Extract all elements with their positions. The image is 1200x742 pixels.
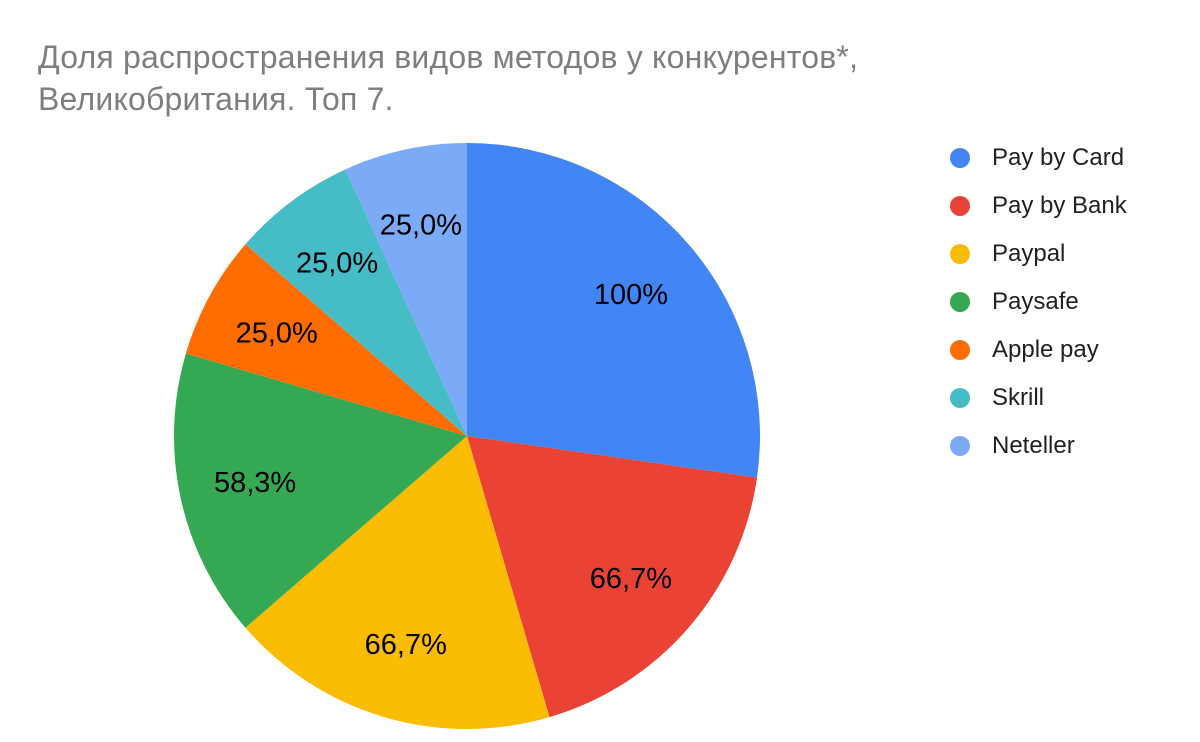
- legend-item-pay-by-bank[interactable]: Pay by Bank: [950, 182, 1127, 230]
- legend-swatch-skrill-icon: [950, 388, 970, 408]
- legend-label-apple-pay: Apple pay: [992, 336, 1099, 363]
- pie-slice-neteller[interactable]: [345, 143, 467, 436]
- pie-slice-paypal[interactable]: [245, 436, 550, 730]
- legend-swatch-neteller-icon: [950, 436, 970, 456]
- legend-label-pay-by-bank: Pay by Bank: [992, 192, 1127, 219]
- pie-slice-skrill[interactable]: [245, 169, 467, 436]
- pie-slice-paysafe[interactable]: [174, 353, 468, 628]
- legend-item-skrill[interactable]: Skrill: [950, 374, 1127, 422]
- legend-swatch-pay-by-card-icon: [950, 148, 970, 168]
- pie-slice-apple-pay[interactable]: [185, 244, 467, 436]
- legend-swatch-apple-pay-icon: [950, 340, 970, 360]
- chart-title-line1: Доля распространения видов методов у кон…: [38, 39, 859, 75]
- legend-item-paypal[interactable]: Paypal: [950, 230, 1127, 278]
- legend-item-neteller[interactable]: Neteller: [950, 422, 1127, 470]
- chart-title: Доля распространения видов методов у кон…: [38, 36, 858, 120]
- legend-label-neteller: Neteller: [992, 432, 1075, 459]
- pie-slice-pay-by-card[interactable]: [467, 143, 760, 478]
- pie-slice-pay-by-bank[interactable]: [467, 436, 758, 718]
- legend-item-paysafe[interactable]: Paysafe: [950, 278, 1127, 326]
- legend-label-paypal: Paypal: [992, 240, 1066, 267]
- chart-legend: Pay by Card Pay by Bank Paypal Paysafe Apple…: [950, 134, 1127, 470]
- legend-item-pay-by-card[interactable]: Pay by Card: [950, 134, 1127, 182]
- legend-swatch-pay-by-bank-icon: [950, 196, 970, 216]
- legend-label-pay-by-card: Pay by Card: [992, 144, 1125, 171]
- legend-swatch-paypal-icon: [950, 244, 970, 264]
- legend-label-paysafe: Paysafe: [992, 288, 1079, 315]
- chart-title-line2: Великобритания. Топ 7.: [38, 81, 394, 117]
- legend-swatch-paysafe-icon: [950, 292, 970, 312]
- legend-item-apple-pay[interactable]: Apple pay: [950, 326, 1127, 374]
- legend-label-skrill: Skrill: [992, 384, 1044, 411]
